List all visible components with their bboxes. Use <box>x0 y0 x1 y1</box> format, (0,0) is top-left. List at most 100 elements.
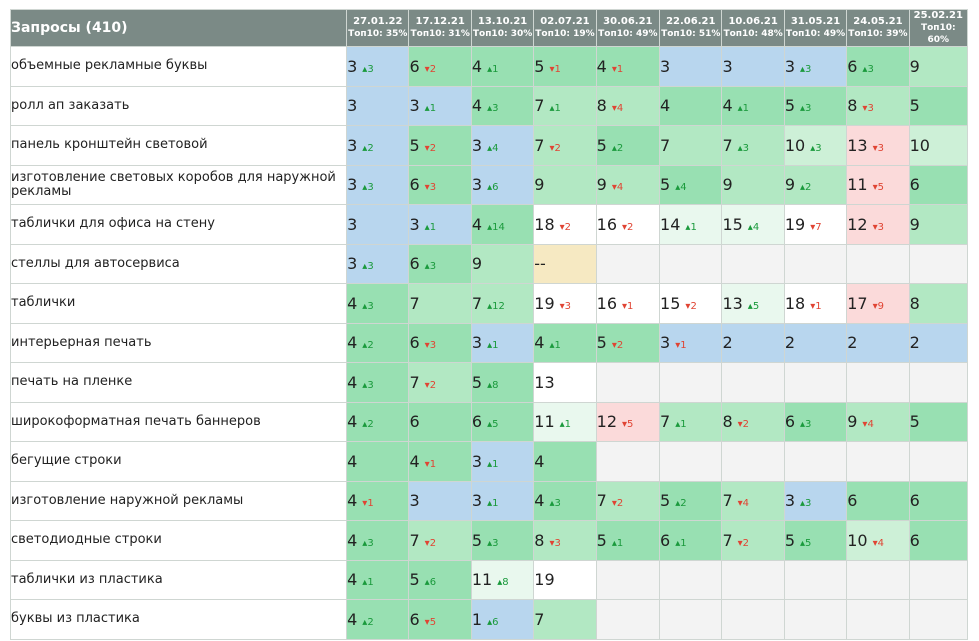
position-value: 9 <box>784 175 796 195</box>
position-value: 16 <box>596 214 618 234</box>
arrow-up-icon: ▴ <box>810 142 816 154</box>
query-text[interactable]: буквы из пластика <box>9 599 348 640</box>
date-column-header[interactable]: 13.10.21 Топ10: 30% <box>470 9 535 47</box>
date-column-header[interactable]: 27.01.22 Топ10: 35% <box>346 9 410 47</box>
query-text[interactable]: интерьерная печать <box>9 322 348 363</box>
position-value: 6 <box>909 530 920 550</box>
date-column-header[interactable]: 31.05.21 Топ10: 49% <box>783 9 848 47</box>
position-value: 6 <box>409 56 420 76</box>
arrow-down-icon: ▾ <box>424 63 430 75</box>
query-text[interactable]: объемные рекламные буквы <box>9 46 348 87</box>
change-amount: 2 <box>616 142 624 154</box>
query-text[interactable]: широкоформатная печать баннеров <box>9 401 348 442</box>
arrow-down-icon: ▾ <box>424 379 430 391</box>
position-value: 5 <box>409 570 420 590</box>
position-cell: 14 ▴1 <box>659 204 723 245</box>
date-column-header[interactable]: 02.07.21 Топ10: 19% <box>533 9 597 47</box>
change-amount: 2 <box>627 221 634 233</box>
position-value: 4 <box>347 609 358 629</box>
position-value: 6 <box>847 491 858 511</box>
table-row: бегущие строки 4 4 ▾1 3 ▴1 4 <box>9 441 969 482</box>
position-cell: 17 ▾9 <box>846 283 910 324</box>
query-text[interactable]: ролл ап заказать <box>9 85 348 126</box>
query-text[interactable]: бегущие строки <box>9 441 348 482</box>
position-change-down: ▾4 <box>873 538 884 549</box>
change-amount: 5 <box>752 300 760 312</box>
position-value: 3 <box>409 214 420 234</box>
position-value: 3 <box>722 56 733 76</box>
top10-share-label: Топ10: 39% <box>848 29 908 39</box>
position-cell <box>846 243 910 284</box>
date-label: 31.05.21 <box>790 16 841 27</box>
position-cell: 3 ▴4 <box>470 125 535 166</box>
query-text[interactable]: таблички из пластика <box>9 559 348 600</box>
position-value: 5 <box>909 96 920 116</box>
date-column-header[interactable]: 30.06.21 Топ10: 49% <box>595 9 661 47</box>
arrow-down-icon: ▾ <box>549 142 555 154</box>
query-text[interactable]: панель кронштейн световой <box>9 125 348 166</box>
query-text[interactable]: изготовление наружной рекламы <box>9 480 348 521</box>
query-text[interactable]: печать на пленке <box>9 362 348 403</box>
position-cell <box>783 441 848 482</box>
position-change-up: ▴8 <box>497 577 508 588</box>
change-amount: 4 <box>742 498 750 510</box>
position-cell: 3 <box>346 204 410 245</box>
change-amount: 3 <box>742 142 750 154</box>
position-cell <box>908 441 969 482</box>
arrow-up-icon: ▴ <box>487 458 493 470</box>
table-row: таблички для офиса на стену 3 3 ▴1 4 ▴14 18 ▾2 1… <box>9 204 969 245</box>
arrow-down-icon: ▾ <box>622 221 628 233</box>
position-value: 6 <box>409 609 420 629</box>
position-change-up: ▴2 <box>800 182 811 193</box>
query-text[interactable]: таблички <box>9 283 348 324</box>
query-text[interactable]: таблички для офиса на стену <box>9 204 348 245</box>
position-cell: 4 ▴3 <box>533 480 597 521</box>
position-cell: 7 ▾2 <box>595 480 661 521</box>
position-change-up: ▴1 <box>675 419 686 430</box>
arrow-down-icon: ▾ <box>549 63 555 75</box>
position-value: 2 <box>847 333 858 353</box>
arrow-up-icon: ▴ <box>362 142 368 154</box>
position-value: 6 <box>471 412 483 432</box>
date-column-header[interactable]: 24.05.21 Топ10: 39% <box>846 9 910 47</box>
position-value: 4 <box>471 214 483 234</box>
position-change-up: ▴3 <box>362 261 373 272</box>
arrow-up-icon: ▴ <box>747 221 753 233</box>
position-cell: 3 ▾1 <box>659 322 723 363</box>
position-value: 18 <box>534 214 555 234</box>
query-text[interactable]: изготовление световых коробов для наружн… <box>9 164 348 205</box>
position-value: 7 <box>596 491 607 511</box>
position-value: 7 <box>722 135 733 155</box>
position-cell: 6 <box>846 480 910 521</box>
position-change-up: ▴1 <box>549 103 560 114</box>
position-value: 17 <box>847 293 868 313</box>
position-change-down: ▾5 <box>873 182 884 193</box>
position-value: 4 <box>347 412 358 432</box>
position-change-up: ▴3 <box>810 143 821 154</box>
queries-header[interactable]: Запросы (410) <box>9 9 348 47</box>
change-amount: 1 <box>680 340 687 352</box>
position-value: 7 <box>722 491 733 511</box>
query-text[interactable]: светодиодные строки <box>9 520 348 561</box>
position-cell: -- <box>533 243 597 284</box>
query-text[interactable]: стеллы для автосервиса <box>9 243 348 284</box>
change-amount: 1 <box>492 63 499 75</box>
position-value: 3 <box>347 214 358 234</box>
position-change-down: ▾2 <box>738 419 749 430</box>
position-cell: 6 <box>908 520 969 561</box>
date-column-header[interactable]: 10.06.21 Топ10: 48% <box>721 9 785 47</box>
change-amount: 4 <box>877 537 884 549</box>
arrow-up-icon: ▴ <box>362 616 368 628</box>
position-cell: 8 ▾2 <box>721 401 785 442</box>
position-value: 5 <box>660 175 671 195</box>
position-value: 7 <box>409 372 420 392</box>
position-change-down: ▾2 <box>612 498 623 509</box>
date-column-header[interactable]: 22.06.21 Топ10: 51% <box>659 9 723 47</box>
date-column-header[interactable]: 17.12.21 Топ10: 31% <box>408 9 472 47</box>
position-cell <box>595 243 661 284</box>
date-column-header[interactable]: 25.02.21 Топ10: 60% <box>908 9 969 47</box>
position-value: 6 <box>909 491 920 511</box>
position-cell: 5 ▴3 <box>470 520 535 561</box>
position-cell: 8 <box>908 283 969 324</box>
change-amount: 1 <box>554 340 561 352</box>
